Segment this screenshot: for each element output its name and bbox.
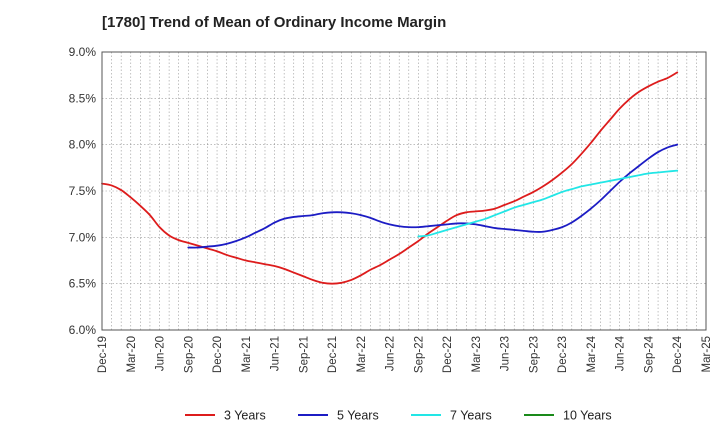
x-tick-label: Sep-23 bbox=[528, 336, 540, 373]
x-tick-label: Jun-24 bbox=[615, 335, 627, 371]
y-tick-label: 8.5% bbox=[69, 91, 97, 105]
y-tick-label: 7.0% bbox=[69, 230, 97, 244]
grid bbox=[102, 52, 706, 330]
x-tick-label: Dec-21 bbox=[327, 336, 339, 373]
x-tick-label: Sep-21 bbox=[298, 336, 310, 373]
x-tick-label: Dec-19 bbox=[97, 336, 109, 373]
y-tick-label: 9.0% bbox=[69, 45, 97, 59]
x-tick-label: Jun-20 bbox=[155, 336, 167, 371]
y-tick-label: 6.0% bbox=[69, 323, 97, 337]
x-tick-label: Jun-23 bbox=[500, 336, 512, 371]
series-line-5-years bbox=[187, 143, 679, 249]
x-tick-label: Dec-22 bbox=[442, 336, 454, 373]
x-tick-label: Dec-24 bbox=[672, 335, 684, 373]
plot-frame bbox=[101, 51, 707, 331]
x-tick-label: Dec-23 bbox=[557, 336, 569, 373]
x-tick-label: Dec-20 bbox=[212, 336, 224, 373]
x-tick-label: Sep-22 bbox=[413, 336, 425, 373]
series-line-7-years bbox=[417, 169, 679, 238]
series-line-3-years bbox=[101, 71, 679, 285]
legend: 3 Years 5 Years 7 Years 10 Years bbox=[185, 409, 612, 423]
legend-label: 7 Years bbox=[450, 409, 492, 423]
y-tick-label: 7.5% bbox=[69, 184, 97, 198]
x-tick-label: Mar-24 bbox=[586, 335, 598, 372]
x-tick-label: Mar-20 bbox=[126, 336, 138, 372]
chart-title: [1780] Trend of Mean of Ordinary Income … bbox=[102, 14, 447, 31]
legend-label: 3 Years bbox=[224, 409, 266, 423]
legend-label: 5 Years bbox=[337, 409, 379, 423]
x-tick-label: Sep-24 bbox=[643, 335, 655, 373]
x-tick-label: Jun-21 bbox=[270, 336, 282, 371]
y-axis-ticks: 6.0% 6.5% 7.0% 7.5% 8.0% 8.5% 9.0% bbox=[69, 45, 97, 337]
series-lines bbox=[101, 71, 679, 285]
y-tick-label: 8.0% bbox=[69, 138, 97, 152]
x-tick-label: Sep-20 bbox=[183, 336, 195, 373]
x-tick-label: Mar-22 bbox=[356, 336, 368, 372]
x-tick-label: Mar-23 bbox=[471, 336, 483, 372]
y-tick-label: 6.5% bbox=[69, 277, 97, 291]
x-axis-ticks: Dec-19 Mar-20 Jun-20 Sep-20 Dec-20 Mar-21 Jun-… bbox=[97, 335, 713, 373]
legend-label: 10 Years bbox=[563, 409, 612, 423]
x-tick-label: Jun-22 bbox=[385, 336, 397, 371]
x-tick-label: Mar-25 bbox=[701, 336, 713, 372]
x-tick-label: Mar-21 bbox=[241, 336, 253, 372]
